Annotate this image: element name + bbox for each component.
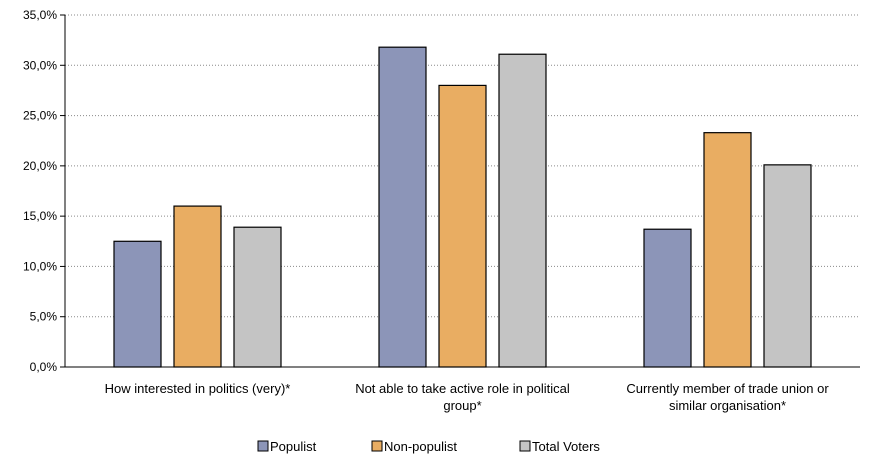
legend-swatch <box>257 440 269 452</box>
legend: Populist Non-populist Total Voters <box>257 439 600 454</box>
category-label: Not able to take active role in politica… <box>355 381 570 396</box>
category-labels: How interested in politics (very)* Not ab… <box>105 381 830 413</box>
bar-non-populist <box>173 205 222 368</box>
bar-populist <box>113 240 162 368</box>
y-tick-label: 35,0% <box>23 8 57 22</box>
y-tick-label: 25,0% <box>23 109 57 123</box>
legend-label: Populist <box>270 439 317 454</box>
bar-populist <box>378 46 427 368</box>
bar-total-voters <box>233 226 282 368</box>
axes <box>60 14 860 368</box>
bar-populist <box>643 228 692 368</box>
y-tick-label: 5,0% <box>30 310 58 324</box>
bar-total-voters <box>498 53 547 368</box>
legend-label: Non-populist <box>384 439 457 454</box>
category-label: group* <box>443 398 481 413</box>
category-label: Currently member of trade union or <box>626 381 829 396</box>
category-label: How interested in politics (very)* <box>105 381 291 396</box>
legend-swatch <box>519 440 531 452</box>
bar-non-populist <box>438 84 487 368</box>
category-label: similar organisation* <box>669 398 786 413</box>
y-tick-label: 10,0% <box>23 259 57 273</box>
legend-swatch <box>371 440 383 452</box>
y-tick-label: 15,0% <box>23 209 57 223</box>
bar-total-voters <box>763 164 812 368</box>
legend-label: Total Voters <box>532 439 600 454</box>
bar-non-populist <box>703 132 752 368</box>
y-tick-label: 30,0% <box>23 58 57 72</box>
y-tick-label: 0,0% <box>30 360 58 374</box>
bars <box>113 46 812 368</box>
y-tick-labels: 0,0% 5,0% 10,0% 15,0% 20,0% 25,0% 30,0% 35,0% <box>23 8 57 374</box>
y-tick-label: 20,0% <box>23 159 57 173</box>
